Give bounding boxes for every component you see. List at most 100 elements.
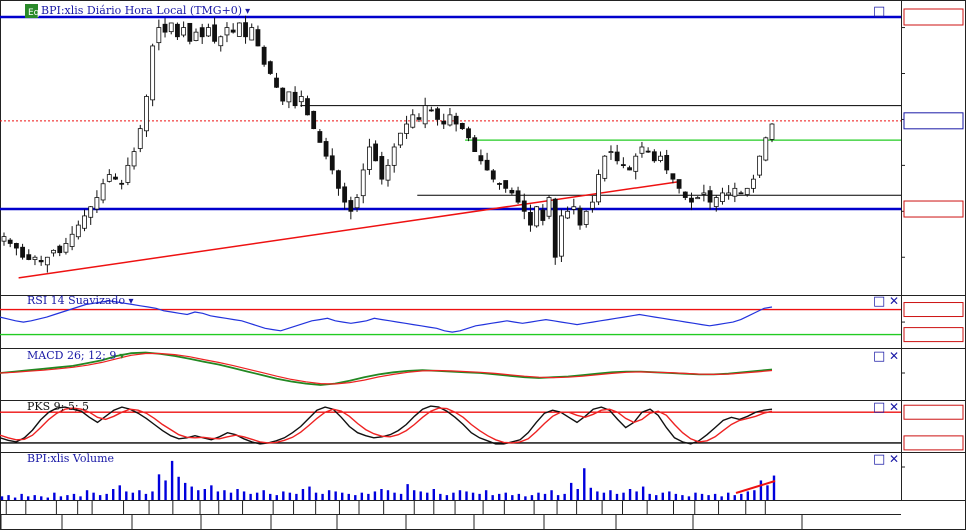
price-candle-body — [212, 24, 217, 42]
macd-title-dropdown-icon[interactable]: ▾ — [119, 351, 124, 362]
rsi-title-dropdown-icon[interactable]: ▾ — [128, 296, 133, 307]
price-candle-body — [336, 170, 341, 189]
eq-badge[interactable] — [25, 4, 38, 18]
price-candle-body — [602, 155, 608, 179]
rsi-panel: RSI 14 Suavizado ▾ □ ✕ — [0, 294, 964, 343]
price-candle-body — [280, 87, 286, 102]
price-candle-body — [94, 197, 100, 210]
volume-bar — [301, 489, 305, 500]
volume-bar — [471, 492, 475, 500]
price-candle-body — [639, 146, 645, 154]
volume-bar — [563, 493, 566, 500]
volume-bar — [125, 491, 128, 500]
volume-bar — [517, 493, 521, 500]
price-candle-body — [224, 27, 230, 36]
volume-bar — [20, 493, 23, 500]
volume-bar — [203, 489, 207, 500]
price-candle-body — [713, 197, 719, 207]
volume-bar — [360, 492, 364, 500]
price-candle-body — [175, 23, 180, 38]
price-candle-body — [751, 178, 756, 189]
price-maximize-icon[interactable]: □ — [873, 4, 885, 19]
price-candle-body — [88, 206, 94, 218]
volume-bar — [321, 493, 324, 500]
volume-bar — [674, 493, 678, 500]
volume-bar — [197, 490, 200, 500]
price-candle-body — [286, 91, 292, 103]
volume-bar — [439, 493, 442, 500]
support-trendline — [18, 180, 681, 279]
price-candle-body — [298, 96, 304, 103]
volume-bar — [655, 495, 658, 500]
volume-bar — [641, 486, 645, 500]
price-candle-body — [249, 27, 255, 41]
volume-bar — [347, 493, 350, 500]
volume-bar — [223, 490, 226, 500]
volume-bar — [131, 492, 135, 500]
price-candle-body — [459, 123, 465, 130]
volume-bar — [530, 495, 534, 500]
macd-maximize-icon[interactable]: □ — [873, 349, 885, 364]
pks-k-line — [0, 405, 773, 445]
price-candle-body — [311, 110, 317, 130]
price-title-dropdown-icon[interactable]: ▾ — [245, 6, 250, 17]
date-axis — [0, 500, 901, 530]
volume-bar — [713, 493, 717, 500]
volume-bar — [112, 489, 115, 500]
pks-close-icon[interactable]: ✕ — [889, 400, 899, 414]
volume-bar — [66, 495, 69, 500]
rsi-close-icon[interactable]: ✕ — [889, 294, 899, 308]
price-candle-body — [701, 192, 707, 195]
volume-close-icon[interactable]: ✕ — [889, 452, 899, 466]
volume-bar — [511, 495, 514, 500]
price-candle-body — [428, 109, 434, 112]
volume-maximize-icon[interactable]: □ — [873, 452, 885, 467]
volume-bar — [46, 497, 49, 500]
price-candle-body — [720, 192, 725, 202]
price-candle-body — [7, 239, 13, 244]
volume-bar — [118, 485, 121, 500]
price-candle-body — [478, 155, 484, 162]
eq-badge-text: Eq — [28, 8, 39, 18]
price-candle-body — [317, 131, 323, 143]
volume-bar — [458, 490, 462, 500]
volume-bar — [491, 495, 494, 500]
price-candle-body — [131, 151, 137, 167]
volume-bar — [72, 493, 76, 500]
volume-bar — [164, 480, 167, 500]
volume-bar — [373, 491, 377, 500]
volume-bar — [380, 489, 383, 500]
volume-bar — [157, 474, 161, 500]
volume-bar — [183, 482, 187, 500]
price-value-box — [903, 200, 964, 218]
rsi-line — [0, 300, 773, 333]
price-candle-body — [441, 120, 447, 125]
rsi-maximize-icon[interactable]: □ — [873, 294, 885, 309]
volume-bar — [766, 485, 769, 500]
level-value-box — [903, 327, 964, 343]
volume-bar — [615, 493, 619, 500]
volume-bar — [282, 491, 285, 500]
volume-bar — [589, 487, 593, 500]
volume-bar — [602, 492, 606, 500]
pks-maximize-icon[interactable]: □ — [873, 400, 885, 415]
price-candle-body — [397, 132, 403, 146]
price-candle-body — [509, 189, 515, 194]
price-candle-body — [292, 91, 298, 107]
price-candle-body — [26, 254, 32, 260]
volume-bar — [399, 493, 403, 500]
price-candle-body — [732, 187, 738, 197]
price-title: BPI:xlis Diário Hora Local (TMG+0) — [41, 4, 242, 17]
price-candle-body — [596, 174, 601, 203]
price-candle-body — [497, 183, 502, 185]
price-candle-body — [205, 27, 211, 37]
price-candle-body — [484, 159, 490, 171]
macd-close-icon[interactable]: ✕ — [889, 349, 899, 363]
volume-bar — [720, 496, 723, 500]
volume-bar — [635, 491, 638, 500]
price-candle-body — [32, 256, 38, 260]
price-candle-body — [589, 201, 595, 209]
volume-bar — [314, 492, 318, 500]
price-candle-body — [44, 256, 50, 266]
price-candle-body — [583, 210, 589, 225]
